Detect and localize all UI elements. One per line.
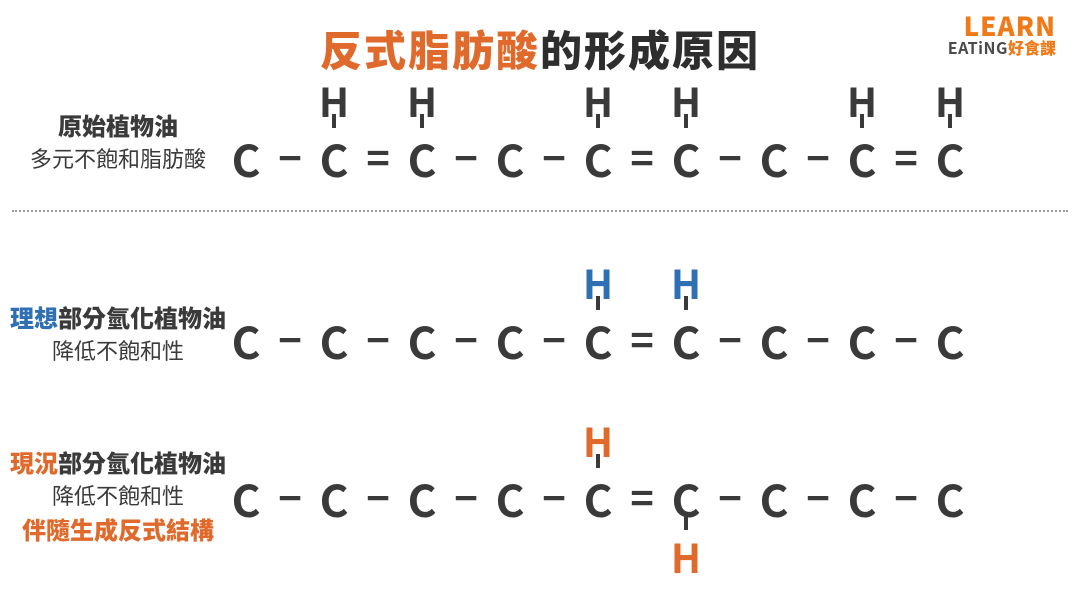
label-run: 部分氫化植物油 — [58, 299, 226, 334]
logo-line2: EATiNG好食課 — [948, 39, 1056, 56]
single-bond: − — [536, 136, 572, 176]
single-bond: − — [536, 318, 572, 358]
single-bond: − — [888, 318, 924, 358]
label-line: 理想部分氫化植物油 — [0, 300, 236, 335]
single-bond: − — [448, 476, 484, 516]
carbon-atom: C — [316, 476, 352, 520]
carbon-atom: C — [492, 136, 528, 180]
double-bond: = — [888, 136, 924, 176]
separator — [12, 210, 1068, 212]
bond-stub — [596, 114, 600, 128]
carbon-atom: C — [756, 318, 792, 362]
single-bond: − — [272, 136, 308, 176]
label-line: 原始植物油 — [0, 108, 236, 143]
carbon-atom: C — [580, 136, 616, 180]
label-line: 降低不飽和性 — [0, 480, 236, 512]
single-bond: − — [712, 136, 748, 176]
single-bond: − — [360, 318, 396, 358]
carbon-atom: C — [756, 476, 792, 520]
logo-line2b: 好食課 — [1008, 35, 1056, 59]
logo: LEARN EATiNG好食課 — [948, 12, 1056, 56]
carbon-atom: C — [316, 136, 352, 180]
carbon-atom: C — [844, 476, 880, 520]
single-bond: − — [800, 476, 836, 516]
double-bond: = — [624, 476, 660, 516]
carbon-atom: C — [404, 136, 440, 180]
carbon-atom: C — [228, 318, 264, 362]
single-bond: − — [888, 476, 924, 516]
bond-stub — [948, 114, 952, 128]
title-main: 的形成原因 — [540, 18, 760, 79]
label-line: 多元不飽和脂肪酸 — [0, 143, 236, 175]
stage: 反式脂肪酸的形成原因 LEARN EATiNG好食課 原始植物油多元不飽和脂肪酸… — [0, 0, 1080, 607]
carbon-atom: C — [668, 476, 704, 520]
row1-label: 原始植物油多元不飽和脂肪酸 — [0, 108, 236, 175]
single-bond: − — [712, 318, 748, 358]
bond-stub — [420, 114, 424, 128]
carbon-atom: C — [492, 318, 528, 362]
single-bond: − — [712, 476, 748, 516]
label-run: 現況 — [10, 444, 58, 479]
double-bond: = — [624, 136, 660, 176]
single-bond: − — [448, 136, 484, 176]
single-bond: − — [536, 476, 572, 516]
single-bond: − — [448, 318, 484, 358]
carbon-atom: C — [844, 318, 880, 362]
label-line: 現況部分氫化植物油 — [0, 445, 236, 480]
page-title: 反式脂肪酸的形成原因 — [0, 18, 1080, 79]
bond-stub — [596, 296, 600, 310]
hydrogen-atom: H — [670, 536, 702, 576]
single-bond: − — [360, 476, 396, 516]
carbon-atom: C — [932, 136, 968, 180]
label-run: 理想 — [10, 299, 58, 334]
bond-stub — [596, 454, 600, 468]
bond-stub — [684, 516, 688, 530]
single-bond: − — [800, 136, 836, 176]
single-bond: − — [272, 318, 308, 358]
bond-stub — [684, 296, 688, 310]
carbon-atom: C — [228, 476, 264, 520]
carbon-atom: C — [228, 136, 264, 180]
label-line: 伴隨生成反式結構 — [0, 512, 236, 547]
double-bond: = — [360, 136, 396, 176]
carbon-atom: C — [404, 476, 440, 520]
carbon-atom: C — [580, 476, 616, 520]
double-bond: = — [624, 318, 660, 358]
carbon-atom: C — [844, 136, 880, 180]
logo-line2a: EATiNG — [948, 35, 1008, 59]
bond-stub — [684, 114, 688, 128]
carbon-atom: C — [316, 318, 352, 362]
carbon-atom: C — [404, 318, 440, 362]
row2-label: 理想部分氫化植物油降低不飽和性 — [0, 300, 236, 367]
carbon-atom: C — [492, 476, 528, 520]
carbon-atom: C — [580, 318, 616, 362]
single-bond: − — [272, 476, 308, 516]
carbon-atom: C — [932, 318, 968, 362]
carbon-atom: C — [668, 136, 704, 180]
row3-label: 現況部分氫化植物油降低不飽和性伴隨生成反式結構 — [0, 445, 236, 546]
bond-stub — [332, 114, 336, 128]
carbon-atom: C — [932, 476, 968, 520]
carbon-atom: C — [756, 136, 792, 180]
title-accent: 反式脂肪酸 — [320, 18, 540, 79]
label-line: 降低不飽和性 — [0, 335, 236, 367]
single-bond: − — [800, 318, 836, 358]
label-run: 部分氫化植物油 — [58, 444, 226, 479]
bond-stub — [860, 114, 864, 128]
carbon-atom: C — [668, 318, 704, 362]
